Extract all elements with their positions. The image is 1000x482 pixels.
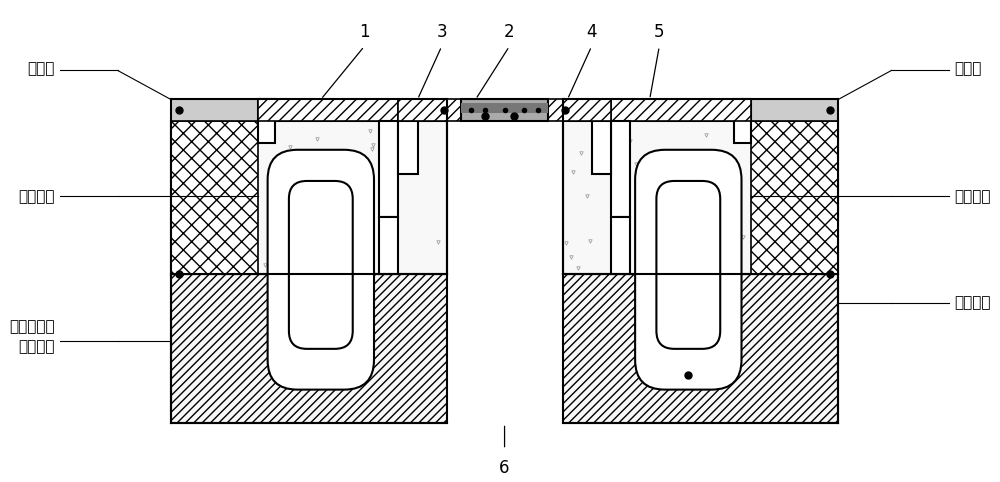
Bar bbox=[171, 274, 447, 424]
Bar bbox=[258, 99, 275, 143]
FancyBboxPatch shape bbox=[635, 150, 742, 389]
Bar bbox=[548, 99, 611, 121]
Bar bbox=[611, 217, 630, 274]
Bar bbox=[379, 121, 398, 217]
Text: 1: 1 bbox=[359, 24, 370, 41]
Bar bbox=[461, 103, 548, 113]
Bar bbox=[751, 121, 838, 274]
FancyBboxPatch shape bbox=[656, 181, 720, 349]
Bar bbox=[734, 99, 751, 143]
Text: 6: 6 bbox=[499, 459, 510, 477]
Text: 桥梁端部: 桥梁端部 bbox=[954, 295, 991, 310]
Text: 2: 2 bbox=[504, 24, 515, 41]
Bar bbox=[398, 121, 418, 174]
Bar bbox=[379, 217, 398, 274]
Bar bbox=[461, 99, 548, 121]
Bar bbox=[398, 99, 461, 121]
Bar bbox=[611, 99, 751, 121]
Text: 3: 3 bbox=[436, 24, 447, 41]
Text: 桥面铺装: 桥面铺装 bbox=[18, 188, 55, 204]
Text: 4: 4 bbox=[586, 24, 597, 41]
Text: 桥梁端部或
桥台背墙: 桥梁端部或 桥台背墙 bbox=[9, 319, 55, 354]
Bar bbox=[563, 121, 838, 274]
FancyBboxPatch shape bbox=[268, 150, 374, 389]
Bar bbox=[611, 121, 630, 217]
Text: 预留槽: 预留槽 bbox=[954, 61, 982, 76]
Bar bbox=[592, 121, 611, 174]
Bar bbox=[171, 121, 447, 274]
Bar bbox=[171, 121, 258, 274]
Bar bbox=[171, 99, 258, 121]
Bar bbox=[258, 99, 398, 121]
Bar bbox=[751, 99, 838, 121]
Text: 预留槽: 预留槽 bbox=[27, 61, 55, 76]
FancyBboxPatch shape bbox=[289, 181, 353, 349]
Text: 5: 5 bbox=[654, 24, 665, 41]
Text: 桥面铺装: 桥面铺装 bbox=[954, 188, 991, 204]
Bar bbox=[563, 274, 838, 424]
